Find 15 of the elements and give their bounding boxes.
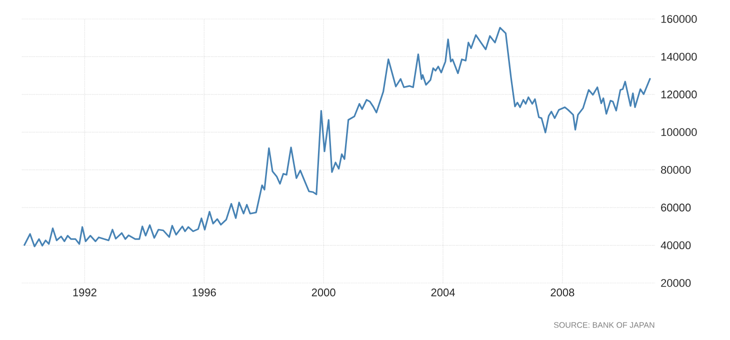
y-tick-label: 40000 bbox=[660, 241, 691, 250]
x-tick-label: 1992 bbox=[73, 288, 96, 296]
line-series bbox=[23, 26, 652, 248]
y-tick-label: 80000 bbox=[661, 166, 691, 174]
source-note: SOURCE: BANK OF JAPAN bbox=[554, 322, 654, 328]
x-tick-label: 1996 bbox=[192, 288, 216, 296]
x-tick-label: 2008 bbox=[550, 288, 574, 296]
y-tick-label: 60000 bbox=[661, 204, 691, 212]
y-tick-label: 160000 bbox=[661, 15, 697, 23]
y-tick-label: 140000 bbox=[661, 52, 697, 61]
x-tick-label: 2004 bbox=[431, 288, 455, 296]
y-tick-label: 120000 bbox=[661, 90, 697, 98]
y-tick-label: 20000 bbox=[661, 279, 691, 287]
x-tick-label: 2000 bbox=[312, 288, 336, 296]
y-tick-label: 100000 bbox=[661, 128, 697, 136]
